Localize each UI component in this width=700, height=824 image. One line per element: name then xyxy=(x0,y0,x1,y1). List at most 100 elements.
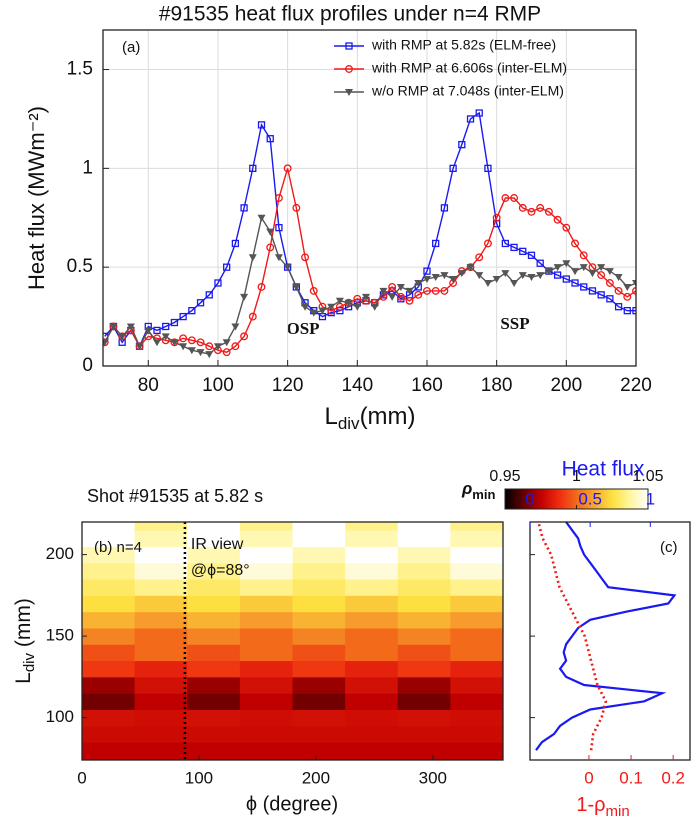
point xyxy=(388,293,397,301)
heat-cell xyxy=(82,546,136,564)
point xyxy=(519,247,527,256)
y-tick-label: 0.5 xyxy=(67,256,93,277)
panel-label: (c) xyxy=(660,539,678,556)
point xyxy=(623,292,632,301)
point xyxy=(422,276,431,284)
point xyxy=(405,287,414,295)
heat-cell xyxy=(292,611,346,629)
heat-cell xyxy=(345,522,399,531)
point xyxy=(396,283,405,291)
x-tick-label: 160 xyxy=(411,375,443,396)
point xyxy=(240,332,249,341)
axes-frame xyxy=(529,521,691,761)
heat-cell xyxy=(239,627,293,645)
heat-cell xyxy=(345,709,399,727)
point xyxy=(501,270,510,278)
point xyxy=(527,251,536,259)
heat-cell xyxy=(450,709,503,727)
point xyxy=(597,271,606,280)
heat-cell xyxy=(82,530,136,547)
point xyxy=(118,333,127,341)
heat-cell xyxy=(134,562,188,580)
point xyxy=(231,342,240,351)
heat-cell xyxy=(345,725,399,743)
heat-cell xyxy=(239,709,293,727)
heat-cell xyxy=(397,693,451,710)
heat-cell xyxy=(450,676,503,694)
heat-cell xyxy=(292,546,346,564)
heat-cell xyxy=(239,595,293,613)
point xyxy=(301,303,310,311)
point xyxy=(187,347,196,355)
series-line xyxy=(535,522,677,751)
point xyxy=(423,286,431,295)
point xyxy=(597,291,605,299)
point xyxy=(536,272,545,280)
heat-cell xyxy=(187,522,241,531)
point xyxy=(170,339,179,347)
heat-cell xyxy=(397,644,451,662)
point xyxy=(431,286,440,295)
point xyxy=(103,339,109,347)
point xyxy=(432,239,440,248)
legend-marker xyxy=(345,42,353,50)
point xyxy=(605,279,614,287)
point xyxy=(179,343,188,351)
heat-cell xyxy=(187,693,241,710)
heat-cell xyxy=(450,611,503,629)
point xyxy=(222,339,231,347)
point xyxy=(458,140,466,149)
series-line xyxy=(104,215,636,355)
point xyxy=(292,283,301,291)
heat-cell xyxy=(82,676,136,694)
heat-cell xyxy=(450,742,503,760)
heat-cell xyxy=(397,546,451,564)
heat-cell xyxy=(134,644,188,662)
point xyxy=(510,279,519,287)
point xyxy=(257,282,266,291)
point xyxy=(466,115,475,123)
point xyxy=(231,323,240,331)
heat-cell xyxy=(134,660,188,678)
point xyxy=(344,299,353,307)
point xyxy=(553,264,562,272)
heat-cell xyxy=(82,660,136,678)
point xyxy=(205,342,214,351)
point xyxy=(501,239,510,248)
heat-cell xyxy=(450,579,503,596)
heat-cell xyxy=(134,709,188,727)
point xyxy=(605,268,614,276)
annotation: IR view xyxy=(191,536,244,553)
heat-cell xyxy=(397,725,451,743)
point xyxy=(223,263,231,271)
point xyxy=(431,274,440,282)
plot-area xyxy=(82,522,503,760)
point xyxy=(301,253,310,262)
point xyxy=(518,272,527,280)
heat-cell xyxy=(345,530,399,547)
point xyxy=(266,228,275,236)
point xyxy=(440,272,449,280)
y-tick-label: 1.5 xyxy=(67,59,93,80)
point xyxy=(249,164,257,173)
point xyxy=(606,295,614,303)
heat-cell xyxy=(82,693,136,710)
point xyxy=(126,323,135,331)
point xyxy=(536,259,544,267)
point xyxy=(562,275,570,283)
x-axis-label: 1-ρmin xyxy=(576,794,629,820)
heat-cell xyxy=(239,644,293,662)
heat-cell xyxy=(239,676,293,694)
heat-cell xyxy=(82,709,136,727)
point xyxy=(623,283,632,291)
heat-cell xyxy=(239,562,293,580)
y-tick-label: 100 xyxy=(46,707,74,726)
heat-cell xyxy=(82,522,136,531)
point xyxy=(152,339,161,347)
point xyxy=(292,203,301,212)
point xyxy=(414,290,423,299)
heat-cell xyxy=(397,530,451,547)
label-sub: min xyxy=(472,487,495,502)
y-tick-label: 0 xyxy=(82,355,93,376)
point xyxy=(248,312,257,321)
